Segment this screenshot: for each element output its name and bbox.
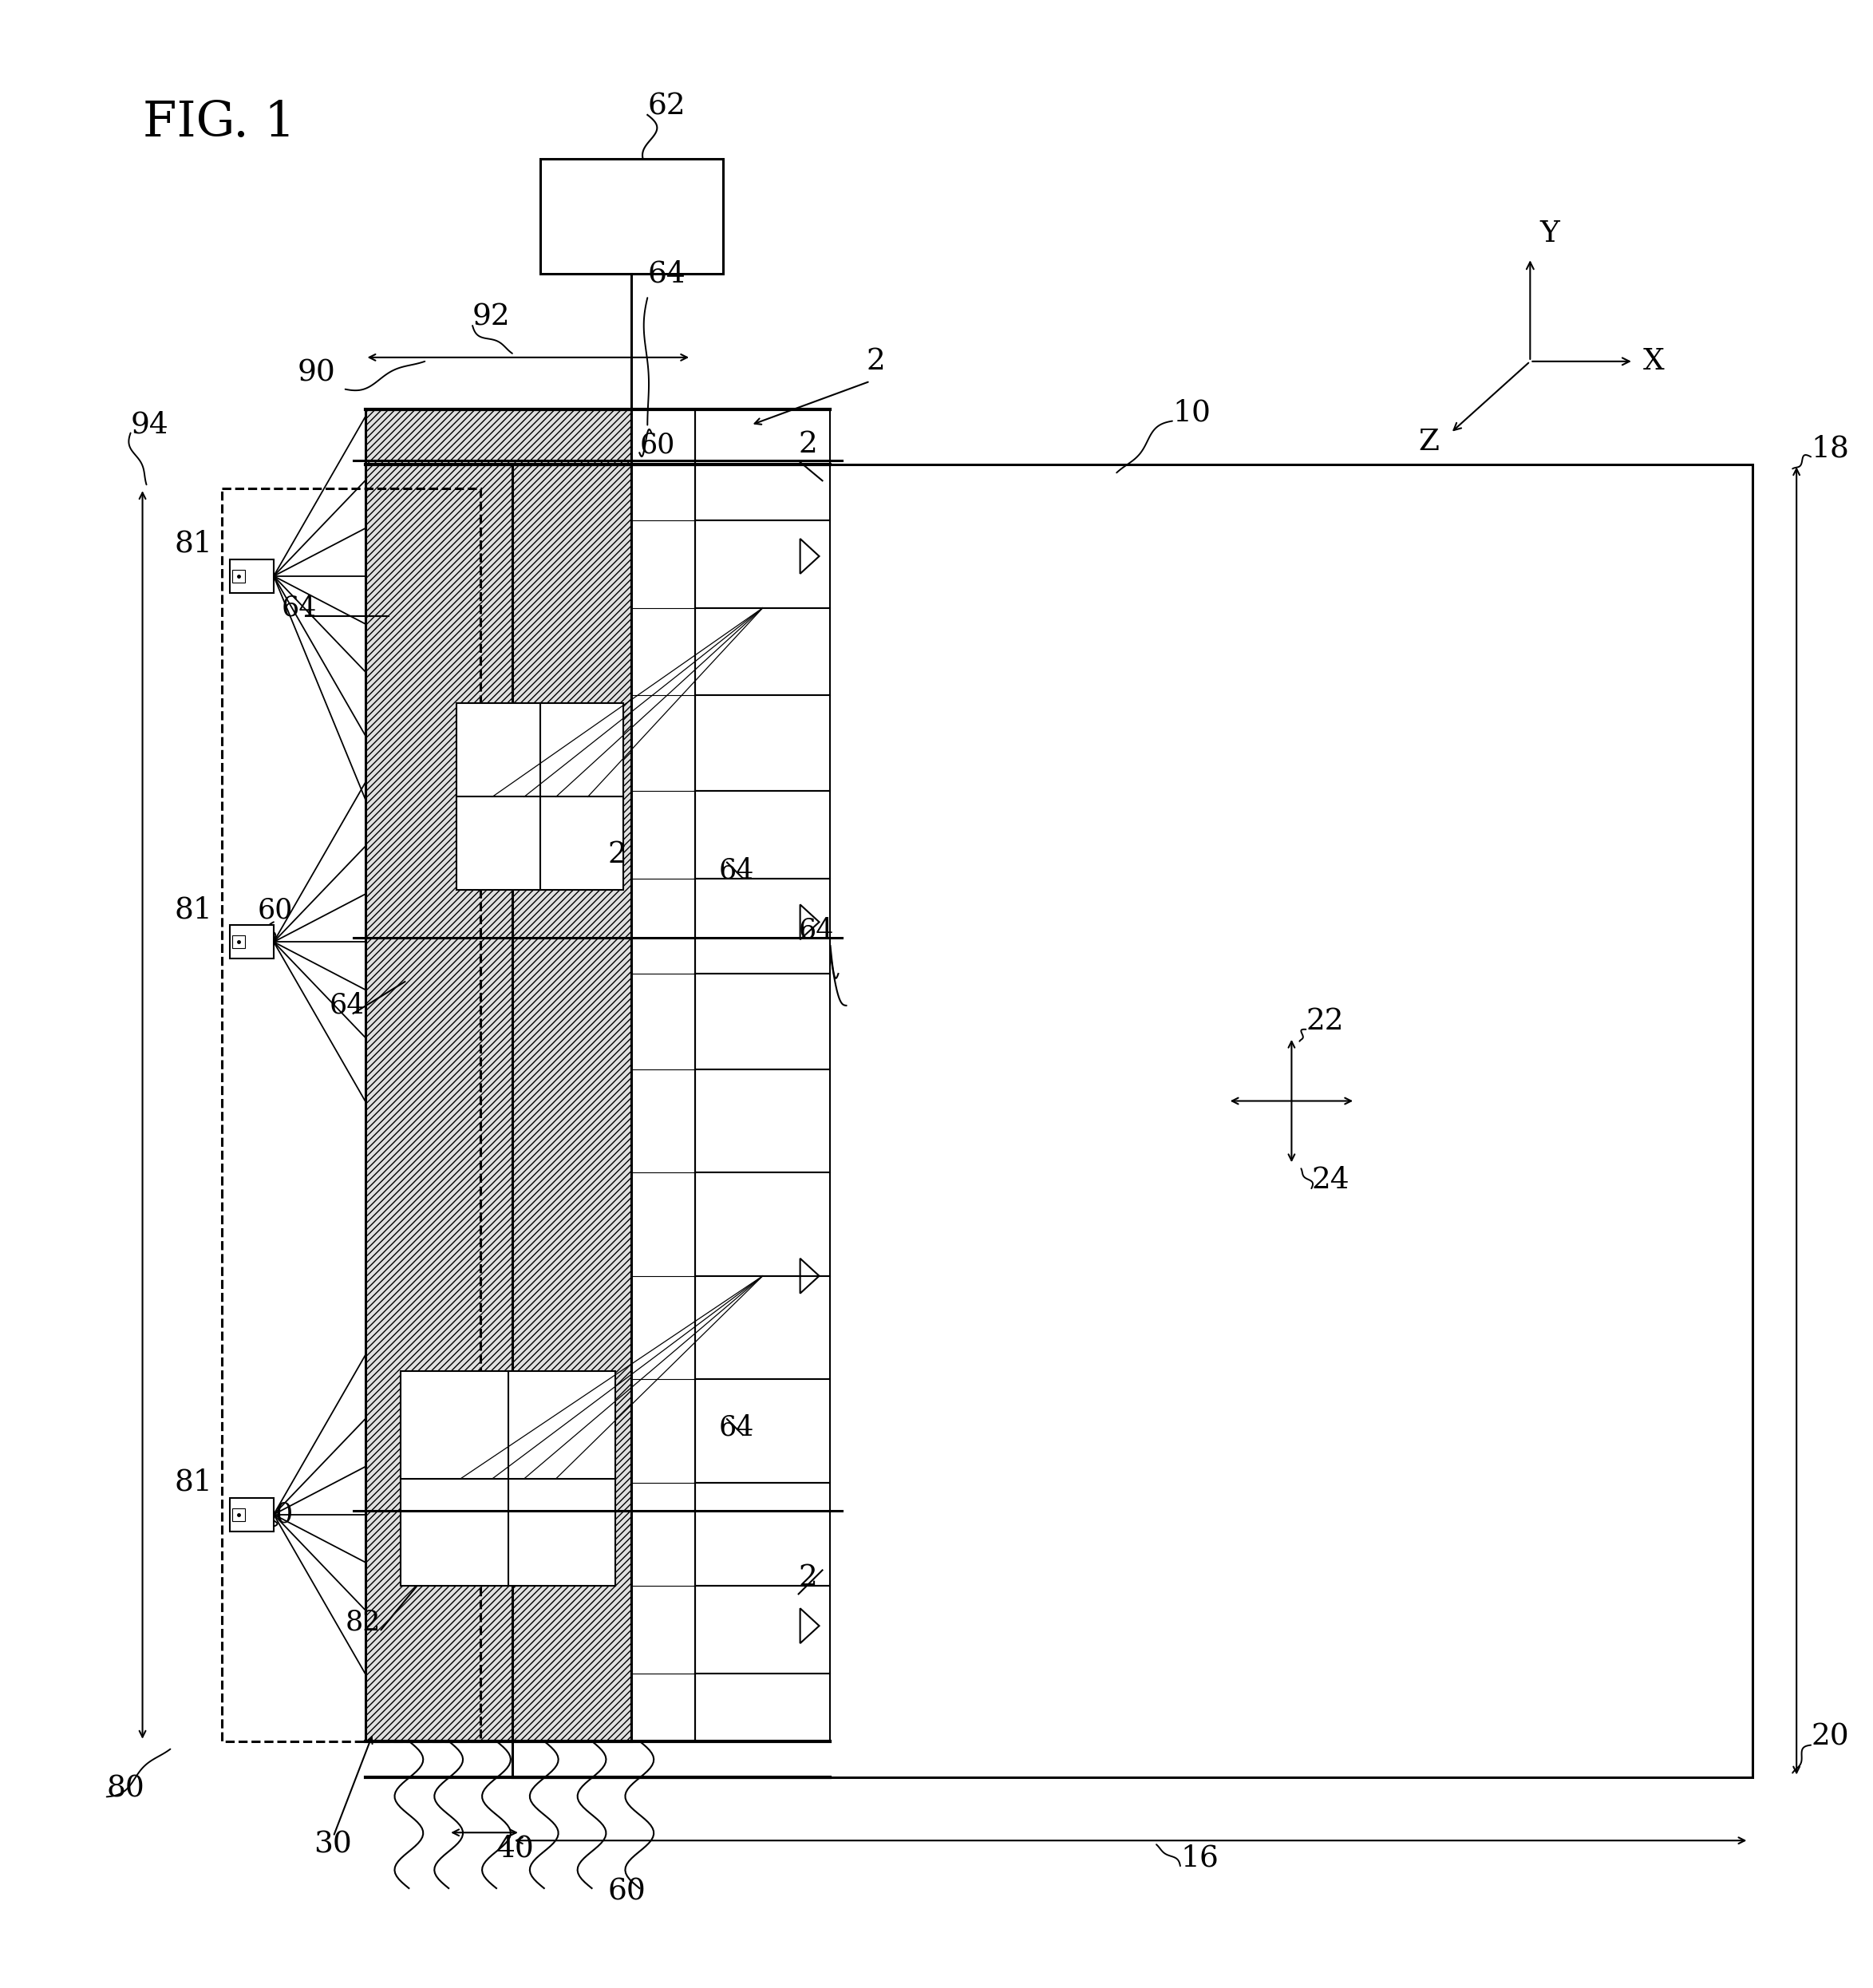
- Bar: [695, 1483, 830, 1586]
- Bar: [695, 1674, 830, 1741]
- Bar: [230, 924, 273, 958]
- Bar: [695, 1070, 830, 1173]
- Bar: [695, 1380, 830, 1483]
- Text: 94: 94: [131, 412, 169, 439]
- Text: 64: 64: [281, 594, 317, 622]
- Text: 81: 81: [174, 1469, 212, 1497]
- Bar: [401, 1372, 616, 1586]
- Text: 2: 2: [607, 841, 627, 869]
- Bar: [232, 571, 245, 582]
- Text: FIG. 1: FIG. 1: [142, 99, 294, 147]
- Text: 2: 2: [865, 348, 886, 376]
- Text: 60: 60: [258, 897, 294, 924]
- Text: 64: 64: [798, 916, 833, 944]
- Text: 24: 24: [1311, 1167, 1349, 1195]
- Bar: [223, 489, 481, 1741]
- Text: 20: 20: [1811, 1724, 1849, 1751]
- Bar: [232, 1509, 245, 1521]
- Bar: [230, 1497, 273, 1531]
- Bar: [695, 608, 830, 696]
- Text: 30: 30: [313, 1831, 352, 1859]
- Bar: [232, 936, 245, 948]
- Bar: [695, 410, 830, 521]
- Text: 80: 80: [107, 1775, 144, 1803]
- Bar: [695, 521, 830, 608]
- Text: 81: 81: [174, 531, 212, 559]
- Bar: [539, 159, 723, 274]
- Text: X: X: [1643, 348, 1665, 376]
- Text: 16: 16: [1180, 1843, 1219, 1873]
- Text: 90: 90: [298, 360, 335, 388]
- Bar: [511, 465, 1753, 1777]
- Bar: [695, 974, 830, 1070]
- Text: 60: 60: [639, 431, 674, 459]
- Text: 2: 2: [798, 1565, 817, 1592]
- Text: 2: 2: [798, 431, 817, 459]
- Bar: [457, 704, 624, 891]
- Text: Y: Y: [1540, 221, 1560, 248]
- Text: 81: 81: [174, 897, 212, 924]
- Text: Z: Z: [1418, 427, 1440, 457]
- Text: 60: 60: [607, 1879, 646, 1906]
- Bar: [695, 791, 830, 879]
- Text: 62: 62: [648, 93, 686, 121]
- Text: 22: 22: [1305, 1008, 1343, 1036]
- Text: 64: 64: [330, 992, 365, 1020]
- Text: 18: 18: [1811, 435, 1849, 463]
- Text: 50: 50: [258, 1501, 292, 1529]
- Bar: [695, 1276, 830, 1380]
- Bar: [695, 879, 830, 974]
- Text: 40: 40: [496, 1835, 534, 1863]
- Text: 82: 82: [345, 1608, 380, 1636]
- Bar: [695, 1586, 830, 1674]
- Bar: [365, 410, 631, 1741]
- Bar: [695, 696, 830, 791]
- Text: 64: 64: [719, 857, 755, 885]
- Bar: [230, 559, 273, 592]
- Text: 64: 64: [719, 1413, 755, 1441]
- Bar: [695, 1173, 830, 1276]
- Text: 10: 10: [1172, 400, 1210, 427]
- Text: 64: 64: [648, 260, 686, 288]
- Text: 92: 92: [472, 304, 511, 332]
